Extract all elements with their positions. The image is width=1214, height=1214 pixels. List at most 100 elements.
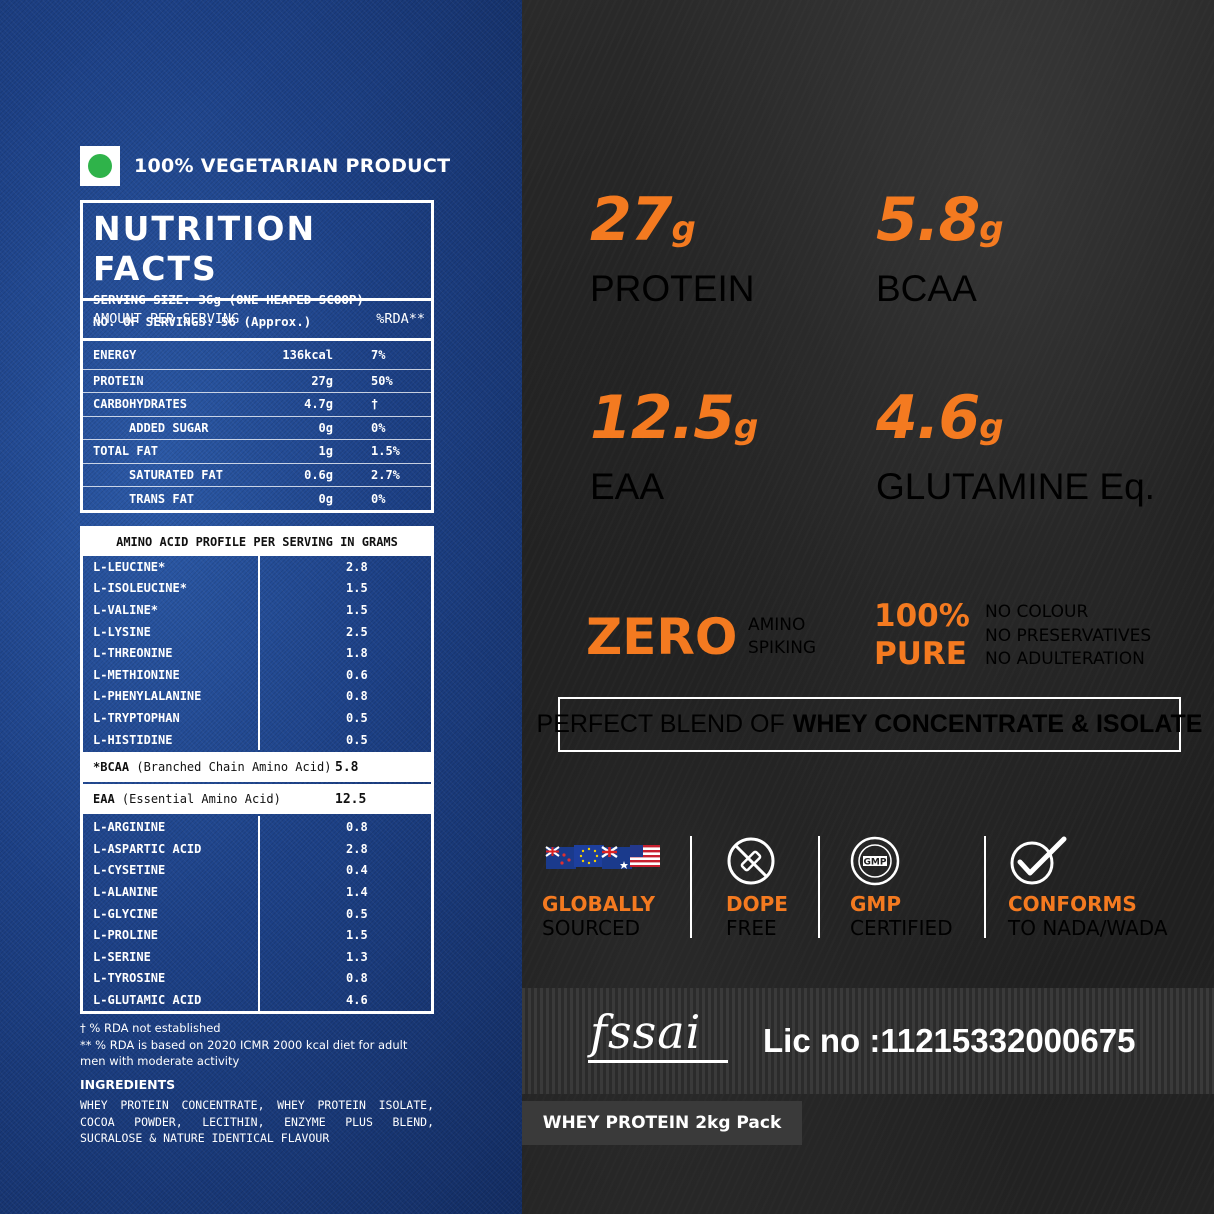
fssai-underline [588, 1060, 728, 1063]
amino-value: 0.8 [346, 689, 368, 704]
nutrient-rda: 7% [335, 339, 431, 370]
amino-name: L-ASPARTIC ACID [83, 837, 260, 860]
nutrient-name: CARBOHYDRATES [83, 392, 273, 417]
nutrient-rda: 0% [335, 416, 431, 440]
amino-value: 0.8 [346, 820, 368, 835]
veg-label: 100% VEGETARIAN PRODUCT [134, 155, 451, 177]
nutrient-rda: 0% [371, 491, 386, 506]
amino-value: 1.8 [346, 646, 368, 661]
serving-size: SERVING SIZE: 36g (ONE HEAPED SCOOP) [93, 292, 364, 307]
amino-value: 1.5 [346, 581, 368, 596]
nutrient-amount: 0.6g [273, 463, 335, 487]
badge-title: CONFORMS [1008, 892, 1137, 916]
amino-name: L-ALANINE [83, 881, 260, 903]
purity-claims: NO COLOUR NO PRESERVATIVES NO ADULTERATI… [985, 601, 1151, 672]
pure-label: 100% PURE [874, 597, 970, 673]
table-row: L-PHENYLALANINE 0.8 [83, 685, 431, 708]
table-row: L-LEUCINE* 2.8 [83, 556, 431, 578]
zero-line2: SPIKING [748, 638, 817, 658]
nutrition-facts-title: NUTRITION FACTS [93, 209, 317, 288]
amino-name: L-ARGININE [83, 816, 260, 838]
footnote-icmr: ** % RDA is based on 2020 ICMR 2000 kcal… [80, 1037, 408, 1069]
bcaa-desc: (Branched Chain Amino Acid) [136, 760, 332, 775]
amino-name: L-SERINE [83, 945, 260, 968]
nutrient-name: ENERGY [83, 339, 273, 370]
amino-name: L-THREONINE [83, 642, 260, 664]
eaa-label: EAA [93, 792, 115, 807]
stat-unit: g [671, 209, 696, 249]
amino-acid-box: AMINO ACID PROFILE PER SERVING IN GRAMS … [80, 526, 434, 1014]
divider [984, 836, 986, 938]
bcaa-row: *BCAA (Branched Chain Amino Acid) 5.8 [83, 752, 431, 783]
table-row: TOTAL FAT 1g 1.5% [83, 439, 431, 464]
nutrient-name: ADDED SUGAR [83, 416, 273, 440]
ingredients-title: INGREDIENTS [80, 1077, 176, 1092]
bcaa-value: 5.8 [335, 759, 359, 775]
bcaa-label: *BCAA [93, 760, 130, 775]
amino-acid-title: AMINO ACID PROFILE PER SERVING IN GRAMS [83, 529, 431, 556]
badge-title: DOPE [726, 892, 788, 916]
checkmark-icon [1008, 836, 1168, 886]
pack-label: WHEY PROTEIN 2kg Pack [522, 1101, 802, 1145]
amino-value: 1.5 [346, 928, 368, 943]
amino-name: L-ISOLEUCINE* [83, 577, 260, 600]
stat-label: EAA [590, 466, 665, 507]
table-row: L-LYSINE 2.5 [83, 620, 431, 643]
footnote-rda: † % RDA not established [80, 1021, 221, 1035]
table-row: L-GLYCINE 0.5 [83, 902, 431, 925]
amino-name: L-LYSINE [83, 620, 260, 643]
veg-symbol-icon [80, 146, 120, 186]
badge-gmp-certified: GMP GMP CERTIFIED [850, 836, 953, 940]
amino-name: L-LEUCINE* [83, 556, 260, 578]
amino-name: L-HISTIDINE [83, 728, 260, 751]
table-row: L-HISTIDINE 0.5 [83, 728, 431, 751]
table-row: L-CYSETINE 0.4 [83, 859, 431, 882]
amino-name: L-VALINE* [83, 599, 260, 621]
nutrient-name: TRANS FAT [129, 491, 195, 506]
stat-bcaa: 5.8g BCAA [876, 188, 1004, 311]
nutrition-table: AMOUNT PER SERVING %RDA** ENERGY 136kcal… [83, 301, 431, 510]
fssai-logo: fssai [590, 1005, 702, 1059]
amino-value: 2.5 [346, 624, 368, 639]
nutrient-amount: 1g [273, 439, 335, 464]
eaa-row: EAA (Essential Amino Acid) 12.5 [83, 784, 431, 815]
blend-banner: PERFECT BLEND OF WHEY CONCENTRATE & ISOL… [537, 697, 1202, 752]
badge-globally-sourced: GLOBALLY SOURCED [542, 836, 662, 940]
zero-label: ZERO [586, 608, 738, 666]
stat-value: 27 [590, 185, 672, 255]
amino-value: 4.6 [346, 992, 368, 1007]
table-row: L-ARGININE 0.8 [83, 816, 431, 838]
amino-value: 2.8 [346, 841, 368, 856]
blend-bold-text: WHEY CONCENTRATE & ISOLATE [792, 710, 1203, 738]
amino-name: L-CYSETINE [83, 859, 260, 882]
nutrient-rda: 1.5% [335, 439, 431, 464]
amino-value: 1.4 [346, 884, 368, 899]
amino-value: 1.5 [346, 602, 368, 617]
divider [690, 836, 692, 938]
amino-name: L-PHENYLALANINE [83, 685, 260, 708]
nutrition-facts-box: NUTRITION FACTS SERVING SIZE: 36g (ONE H… [80, 200, 434, 513]
eaa-value: 12.5 [335, 791, 367, 807]
amino-value: 0.5 [346, 906, 368, 921]
badge-title: GLOBALLY [542, 892, 656, 916]
stat-label: GLUTAMINE Eq. [876, 466, 1155, 507]
stat-value: 5.8 [876, 185, 980, 255]
badge-subtitle: FREE [726, 916, 777, 940]
amino-value: 2.8 [346, 559, 368, 574]
nutrient-amount: 0g [273, 416, 335, 440]
table-row: L-SERINE 1.3 [83, 945, 431, 968]
table-row: ADDED SUGAR 0g 0% [83, 416, 431, 440]
eaa-desc: (Essential Amino Acid) [121, 792, 281, 807]
stat-value: 12.5 [590, 383, 735, 453]
nutrient-rda: † [335, 392, 431, 417]
table-row: L-METHIONINE 0.6 [83, 663, 431, 686]
table-row: L-ISOLEUCINE* 1.5 [83, 577, 431, 600]
amino-name: L-METHIONINE [83, 663, 260, 686]
flags-icon [542, 836, 662, 886]
badge-nada-wada: CONFORMS TO NADA/WADA [1008, 836, 1168, 940]
divider [818, 836, 820, 938]
amino-name: L-GLUTAMIC ACID [83, 989, 260, 1011]
purity-claim: NO PRESERVATIVES [985, 625, 1152, 646]
table-row: SATURATED FAT 0.6g 2.7% [83, 463, 431, 487]
nutrient-amount: 0g [318, 491, 333, 506]
